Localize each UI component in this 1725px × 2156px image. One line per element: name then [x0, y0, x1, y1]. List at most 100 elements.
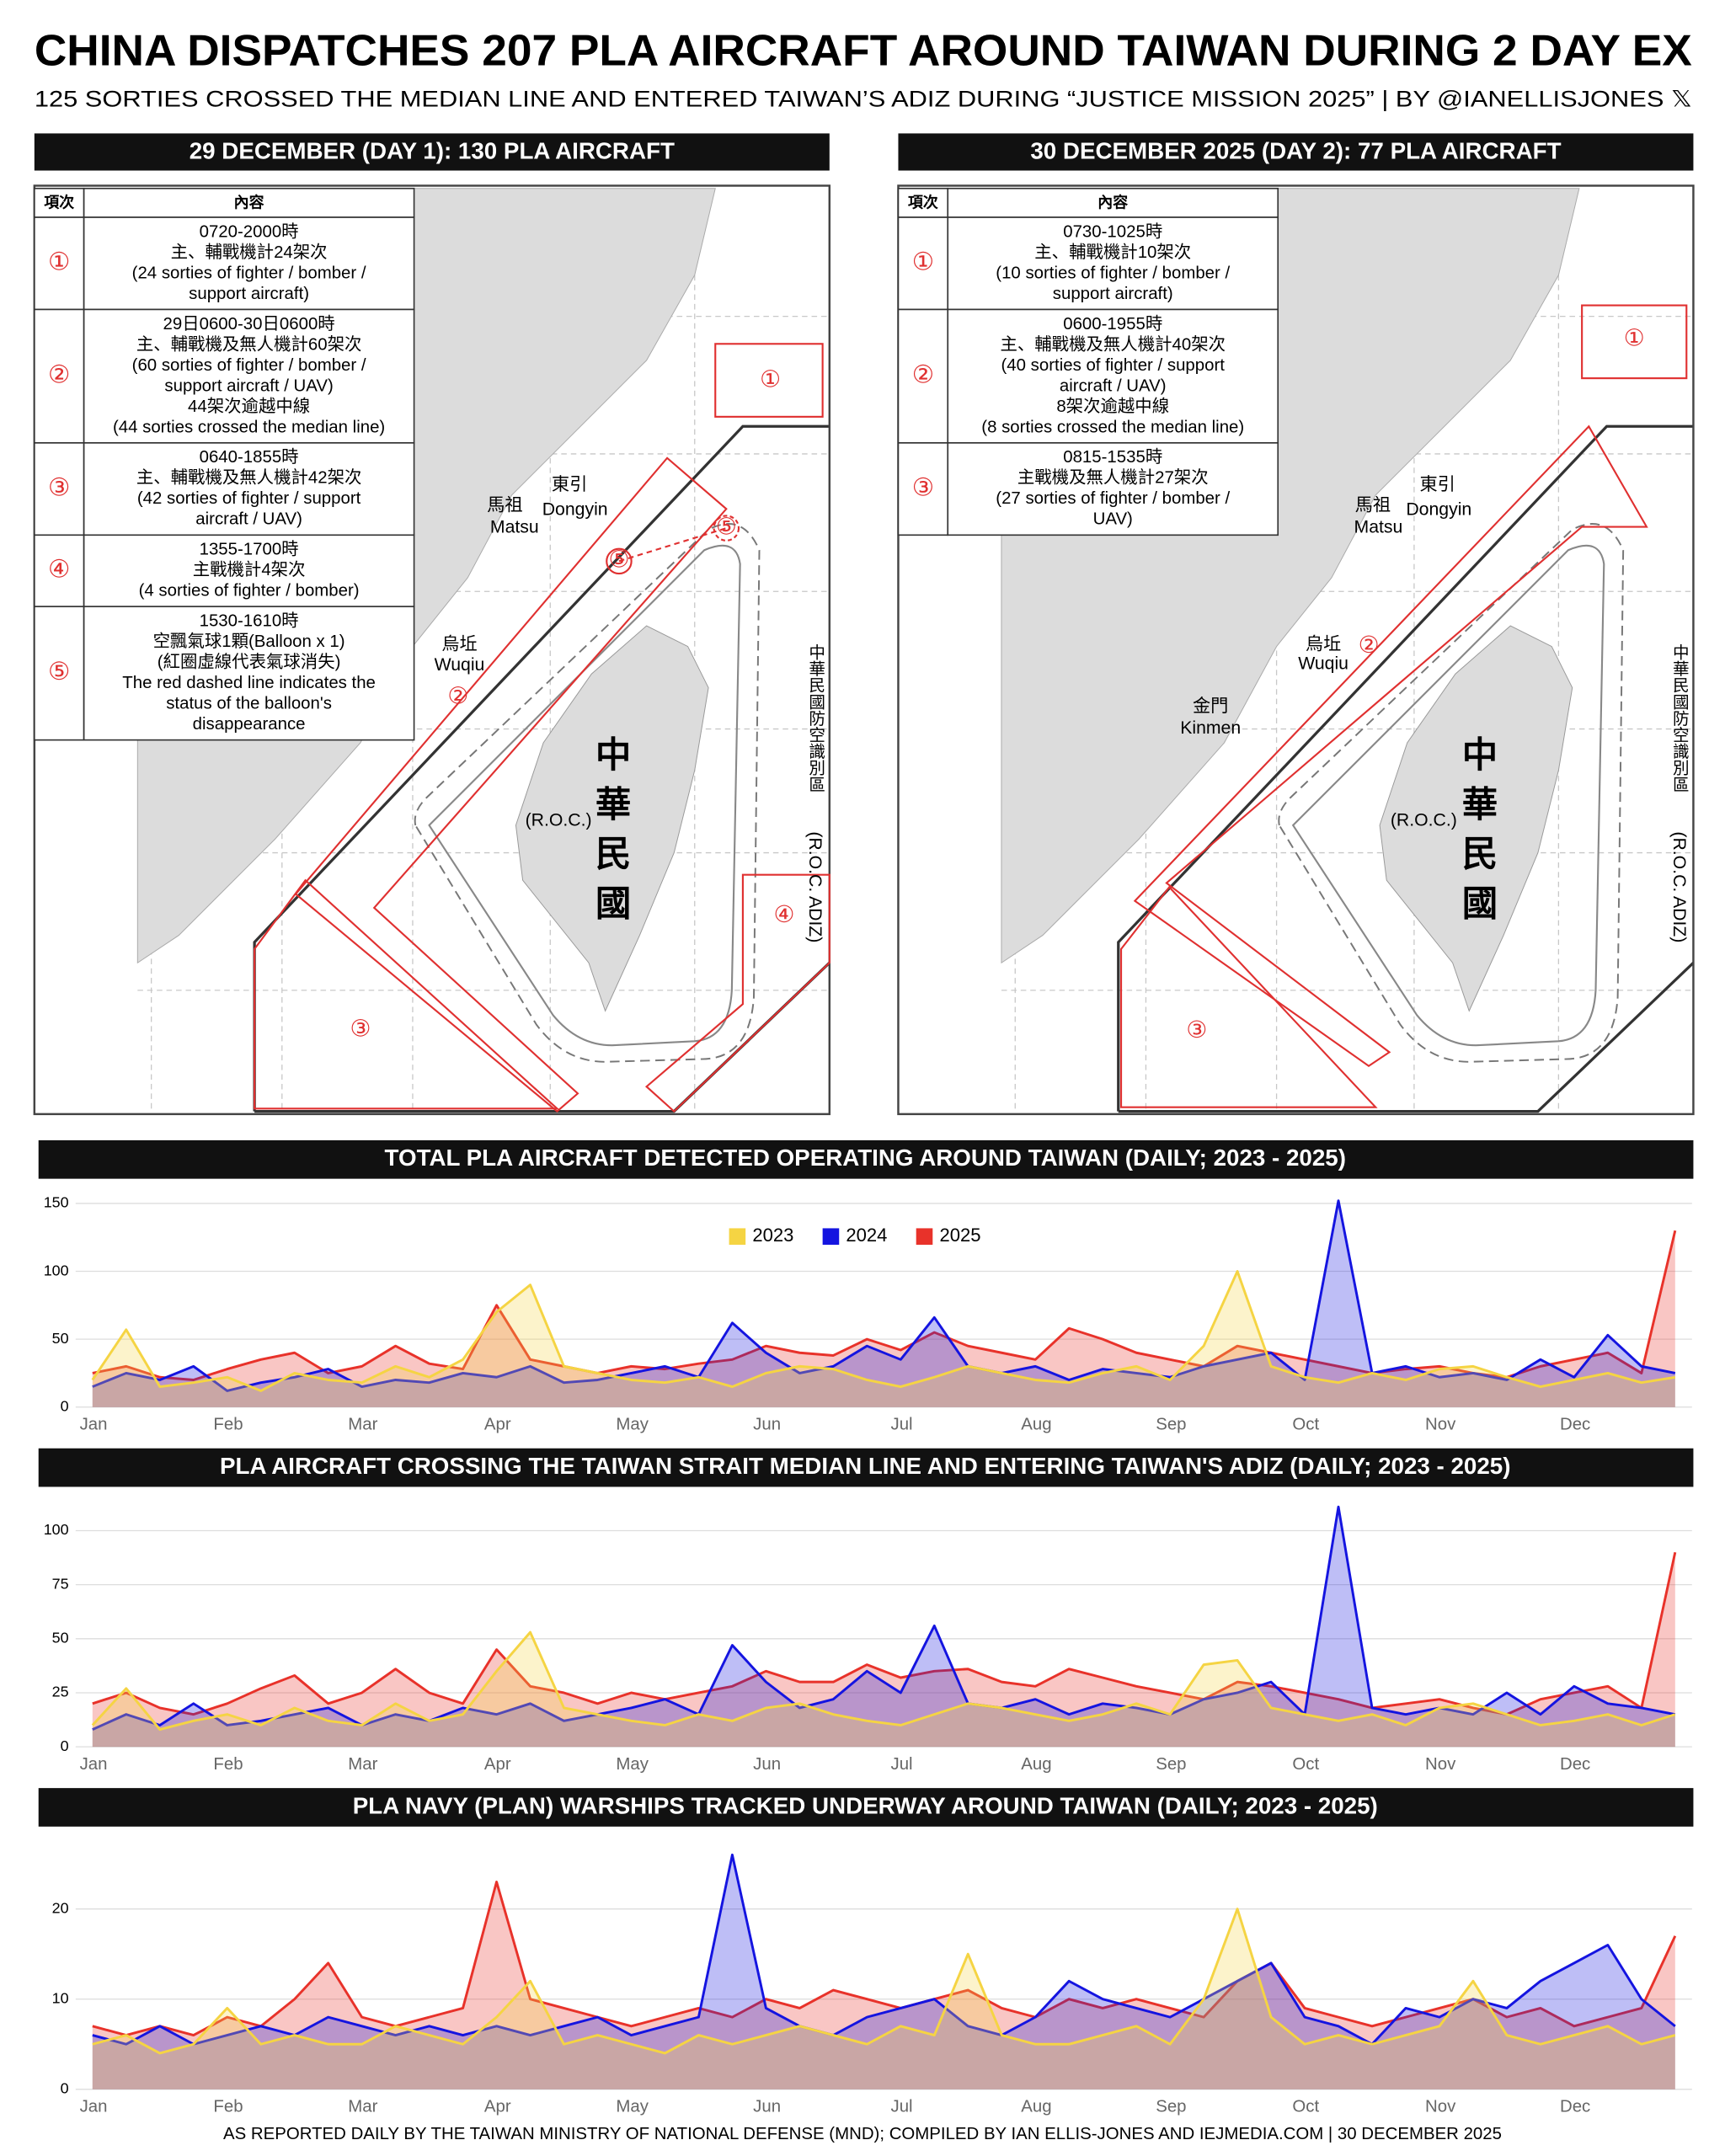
series-line [92, 1853, 1676, 2046]
chart-header-bg [38, 1788, 1694, 1827]
series-line [92, 1908, 1676, 2055]
x-tick-label: Aug [1021, 2097, 1051, 2116]
series-line [92, 1505, 1676, 1731]
row-text: 主戰機計4架次 [193, 560, 306, 579]
x-tick-label: May [616, 1755, 649, 1774]
row-text: aircraft / UAV) [195, 510, 302, 529]
x-tick-label: Sep [1156, 2097, 1186, 2116]
place-label: Matsu [490, 518, 539, 537]
row-text: 空飄氣球1顆(Balloon x 1) [153, 632, 345, 651]
place-label: 東引 [552, 474, 587, 494]
chart-title: PLA AIRCRAFT CROSSING THE TAIWAN STRAIT … [220, 1453, 1510, 1479]
legend-label: 2023 [752, 1225, 793, 1246]
series-area [92, 1632, 1675, 1748]
adiz-label: (R.O.C. ADIZ) [1669, 831, 1689, 942]
chart-header-bg [38, 1448, 1694, 1487]
x-tick-label: Feb [213, 2097, 243, 2116]
y-tick-label: 50 [52, 1630, 69, 1646]
row-text: 主、輔戰機及無人機計42架次 [136, 468, 362, 488]
chart-header-bg [38, 1139, 1694, 1179]
zone-label: ① [1624, 325, 1645, 351]
row-text: 8架次逾越中線 [1056, 397, 1169, 416]
table-cell [34, 216, 85, 311]
country-label: 中華民國 [591, 736, 631, 934]
subtitle: 125 SORTIES CROSSED THE MEDIAN LINE AND … [35, 86, 1692, 111]
row-text: 0640-1855時 [200, 447, 299, 467]
series-line [91, 1630, 1676, 1732]
x-tick-label: Dec [1560, 2097, 1590, 2116]
row-text: (紅圈虛線代表氣球消失) [158, 653, 341, 672]
legend-swatch [916, 1228, 933, 1246]
chart-title: PLA NAVY (PLAN) WARSHIPS TRACKED UNDERWA… [353, 1792, 1378, 1818]
row-number: ② [912, 360, 934, 388]
y-tick-label: 75 [52, 1575, 69, 1592]
y-tick-label: 0 [61, 2080, 69, 2097]
row-text: 主、輔戰機及無人機計60架次 [136, 334, 362, 354]
table-cell [83, 442, 415, 536]
table-header: 項次 [44, 193, 74, 211]
table-cell [897, 216, 949, 311]
row-number: ③ [912, 473, 934, 501]
series-area [92, 1271, 1675, 1407]
row-text: (40 sorties of fighter / support [1001, 356, 1226, 375]
x-tick-label: Nov [1425, 1755, 1456, 1774]
place-label: Matsu [1354, 518, 1403, 537]
row-text: 主、輔戰機及無人機計40架次 [1000, 334, 1226, 354]
row-number: ⑤ [48, 658, 70, 686]
row-text: (10 sorties of fighter / bomber / [996, 264, 1230, 282]
place-label: 金門 [1193, 696, 1228, 716]
x-tick-label: Jul [890, 1415, 912, 1433]
table-cell [83, 308, 415, 444]
legend-swatch [729, 1228, 746, 1246]
row-text: 主、輔戰機計10架次 [1034, 243, 1191, 262]
y-tick-label: 0 [61, 1737, 69, 1754]
table-cell [897, 442, 949, 536]
row-text: 29日0600-30日0600時 [163, 314, 335, 334]
table-cell [34, 534, 85, 608]
row-text: 主、輔戰機計24架次 [171, 243, 328, 262]
table-cell [947, 308, 1279, 444]
x-tick-label: Jun [753, 2097, 781, 2116]
row-text: (42 sorties of fighter / support [137, 489, 361, 508]
y-tick-label: 10 [52, 1989, 69, 2006]
table-header: 內容 [234, 193, 264, 211]
place-label: 烏坵 [441, 634, 477, 654]
place-label: (R.O.C.) [1391, 811, 1457, 830]
chart-title: TOTAL PLA AIRCRAFT DETECTED OPERATING AR… [385, 1145, 1346, 1171]
table-cell [34, 442, 85, 536]
series-line [92, 1881, 1677, 2037]
place-label: Wuqiu [435, 655, 485, 675]
zone-label: ⑤ [608, 547, 629, 573]
row-text: 1530-1610時 [200, 611, 299, 631]
table-header: 內容 [1097, 193, 1128, 211]
country-label: 中華民國 [1458, 736, 1498, 934]
row-number: ② [48, 360, 70, 388]
y-tick-label: 50 [52, 1330, 69, 1347]
row-number: ③ [48, 473, 70, 501]
series-line [92, 1551, 1677, 1716]
row-text: 1355-1700時 [200, 540, 299, 559]
table-cell [34, 606, 85, 741]
row-text: 0730-1025時 [1063, 221, 1162, 241]
row-text: 0815-1535時 [1063, 447, 1162, 467]
row-text: support aircraft / UAV) [164, 376, 333, 395]
row-text: disappearance [193, 715, 306, 734]
y-tick-label: 100 [44, 1262, 69, 1278]
row-text: (4 sorties of fighter / bomber) [139, 582, 360, 600]
adiz-label: (R.O.C. ADIZ) [805, 831, 825, 942]
place-label: 烏坵 [1306, 634, 1341, 654]
row-text: (27 sorties of fighter / bomber / [996, 489, 1230, 508]
table-header: 項次 [908, 193, 938, 211]
x-tick-label: Mar [348, 1755, 377, 1774]
series-line [92, 1199, 1676, 1392]
adiz-label: 中華民國防空識別區 [806, 643, 825, 792]
title: CHINA DISPATCHES 207 PLA AIRCRAFT AROUND… [35, 27, 1692, 76]
row-text: (8 sorties crossed the median line) [981, 418, 1244, 436]
x-tick-label: Apr [484, 1755, 511, 1774]
row-number: ④ [48, 556, 70, 584]
series-area [92, 1552, 1675, 1748]
place-label: 東引 [1419, 474, 1455, 494]
row-text: 0720-2000時 [200, 221, 299, 241]
